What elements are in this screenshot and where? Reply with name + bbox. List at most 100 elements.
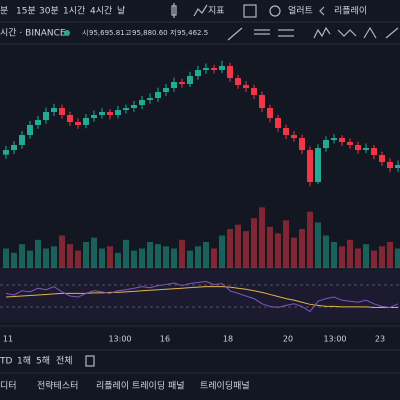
candle-body bbox=[99, 112, 105, 115]
panel-tab[interactable]: 리플레이 트레이딩 패널 bbox=[96, 381, 185, 392]
candle-body bbox=[67, 114, 73, 122]
legend-label: 저 bbox=[170, 28, 176, 37]
volume-bar bbox=[35, 239, 41, 268]
oscillator-band bbox=[0, 270, 400, 322]
range-button[interactable]: 5해 bbox=[36, 356, 50, 367]
toolbar-button[interactable]: 얼러트 bbox=[288, 6, 313, 17]
volume-bar bbox=[59, 235, 65, 268]
drawing-tools[interactable] bbox=[227, 26, 399, 41]
candle-body bbox=[195, 69, 201, 77]
volume-bar bbox=[387, 242, 393, 268]
volume-bar bbox=[379, 246, 385, 268]
candle-body bbox=[123, 108, 129, 111]
candle-body bbox=[315, 148, 321, 183]
volume-bar bbox=[227, 229, 233, 268]
panel-tab[interactable]: 전략테스터 bbox=[37, 380, 78, 392]
indicator-icon[interactable] bbox=[193, 4, 208, 17]
volume-bar bbox=[267, 226, 273, 268]
volume-bar bbox=[187, 250, 193, 268]
x-tick-label: 18 bbox=[223, 335, 233, 344]
candle-body bbox=[267, 108, 273, 118]
x-tick-label: 11 bbox=[3, 335, 13, 344]
replay-icon[interactable] bbox=[319, 6, 325, 16]
candle-body bbox=[227, 65, 233, 79]
volume-bar bbox=[11, 252, 17, 268]
candle-body bbox=[275, 117, 281, 128]
volume-bar bbox=[219, 235, 225, 268]
volume-bar bbox=[131, 250, 137, 268]
volume-bar bbox=[147, 242, 153, 268]
candle-body bbox=[179, 82, 185, 85]
toolbar-button[interactable]: 지표 bbox=[208, 6, 225, 17]
legend-label: 고 bbox=[125, 29, 132, 37]
volume-bar bbox=[283, 220, 289, 268]
volume-bar bbox=[275, 233, 281, 268]
volume-bar bbox=[395, 248, 400, 268]
volume-bar bbox=[211, 248, 217, 268]
volume-bar bbox=[299, 229, 305, 268]
candle-body bbox=[131, 105, 137, 109]
legend-label: 시 bbox=[82, 29, 88, 37]
candle-body bbox=[51, 108, 57, 113]
volume-bar bbox=[243, 231, 249, 268]
interval-button[interactable]: 30분 bbox=[39, 6, 59, 17]
panel-tab[interactable]: 디터 bbox=[0, 381, 17, 392]
candle-body bbox=[91, 114, 97, 118]
panel-tab[interactable]: 트레이딩패널 bbox=[200, 381, 250, 392]
volume-bar bbox=[163, 246, 169, 268]
volume-bar bbox=[291, 237, 297, 268]
volume-bar bbox=[43, 248, 49, 268]
candle-body bbox=[299, 138, 305, 151]
volume-bar bbox=[115, 252, 121, 268]
candle-body bbox=[331, 138, 337, 141]
candle-body bbox=[139, 100, 145, 106]
legend-value: 95,695.81 bbox=[89, 29, 125, 37]
interval-button[interactable]: 1시간 bbox=[63, 6, 85, 17]
candle-body bbox=[219, 65, 225, 70]
volume-bar bbox=[155, 244, 161, 268]
range-button[interactable]: 1해 bbox=[17, 356, 31, 367]
candle-body bbox=[339, 138, 345, 143]
volume-bar bbox=[259, 207, 265, 268]
period-button[interactable]: 날 bbox=[117, 6, 125, 17]
volume-bar bbox=[91, 237, 97, 268]
layout-icon[interactable] bbox=[243, 4, 257, 18]
interval-button[interactable]: 분 bbox=[0, 6, 8, 17]
volume-bar bbox=[371, 250, 377, 268]
interval-button[interactable]: 4시간 bbox=[90, 6, 112, 17]
toolbar-button[interactable]: 리플레이 bbox=[334, 6, 367, 17]
candle-body bbox=[291, 135, 297, 139]
candle-body bbox=[371, 148, 377, 156]
x-tick-label: 13:00 bbox=[323, 335, 346, 344]
calendar-icon[interactable] bbox=[85, 355, 95, 367]
interval-button[interactable]: 15분 bbox=[16, 6, 36, 17]
alert-icon[interactable] bbox=[269, 5, 281, 17]
candle-body bbox=[395, 165, 400, 169]
volume-bar bbox=[139, 248, 145, 268]
candle-body bbox=[59, 108, 65, 115]
candle-body bbox=[3, 150, 9, 155]
volume-bar bbox=[83, 242, 89, 268]
candle-body bbox=[347, 142, 353, 146]
volume-bar bbox=[355, 248, 361, 268]
legend-value: 95,880.60 bbox=[132, 29, 168, 37]
chart-type-icon[interactable] bbox=[171, 3, 177, 18]
volume-bar bbox=[123, 239, 129, 268]
range-button[interactable]: TD bbox=[0, 357, 12, 367]
range-button[interactable]: 전체 bbox=[56, 356, 73, 367]
candle-body bbox=[115, 110, 121, 115]
candle-body bbox=[187, 76, 193, 85]
x-tick-label: 13:00 bbox=[108, 335, 131, 344]
candle-body bbox=[27, 124, 33, 136]
x-tick-label: 16 bbox=[160, 335, 170, 344]
symbol: 시간 · BINANCE bbox=[0, 28, 66, 39]
candle-body bbox=[323, 140, 329, 149]
candle-body bbox=[211, 67, 217, 70]
oscillator-ma-line bbox=[5, 286, 398, 308]
candle-body bbox=[11, 145, 17, 151]
volume-bar bbox=[179, 239, 185, 268]
volume-bar bbox=[67, 244, 73, 268]
volume-bar bbox=[203, 242, 209, 268]
